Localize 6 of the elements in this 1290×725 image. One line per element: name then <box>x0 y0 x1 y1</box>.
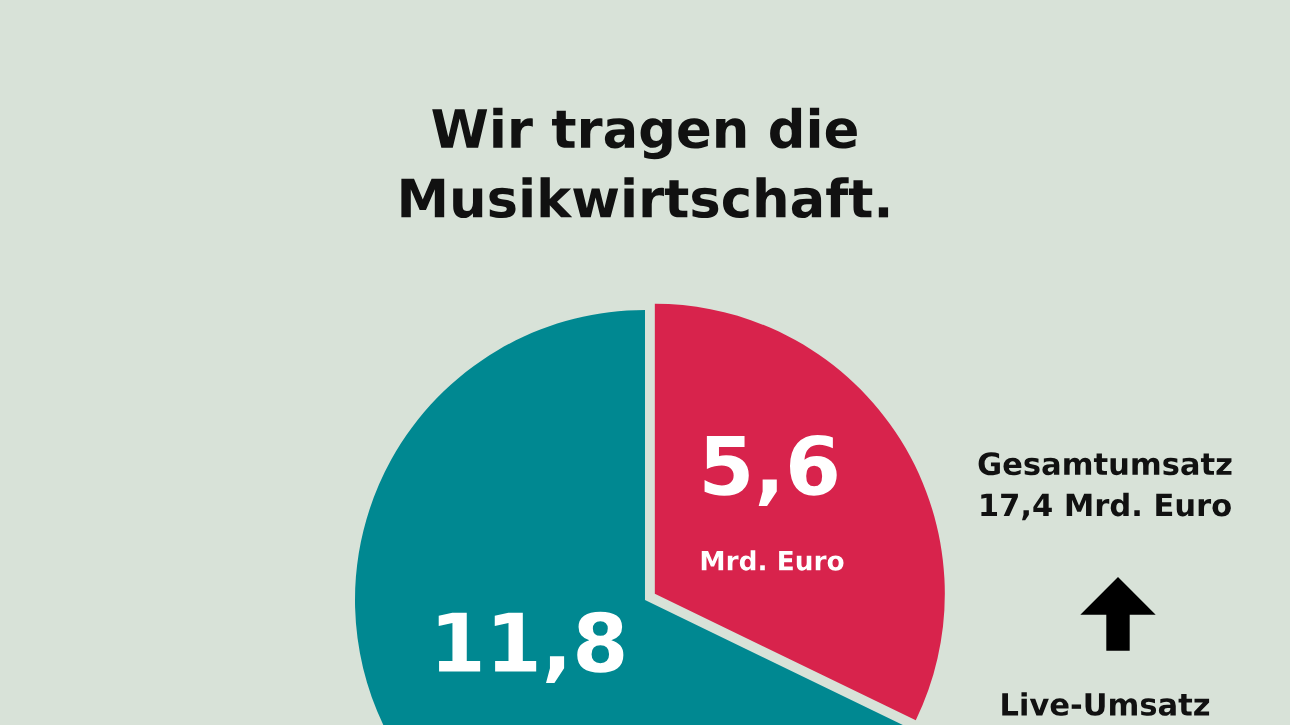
text: Gesamtumsatz 17,4 Mrd. Euro <box>978 452 1232 521</box>
text: Mrd. Euro <box>701 550 844 571</box>
text: Live-Umsatz <box>1002 692 1210 716</box>
chart-title: Wir tragen die Musikwirtschaft. <box>401 107 889 219</box>
data-label: 11,8 <box>438 611 624 683</box>
data-label: 5,6 <box>704 434 837 507</box>
